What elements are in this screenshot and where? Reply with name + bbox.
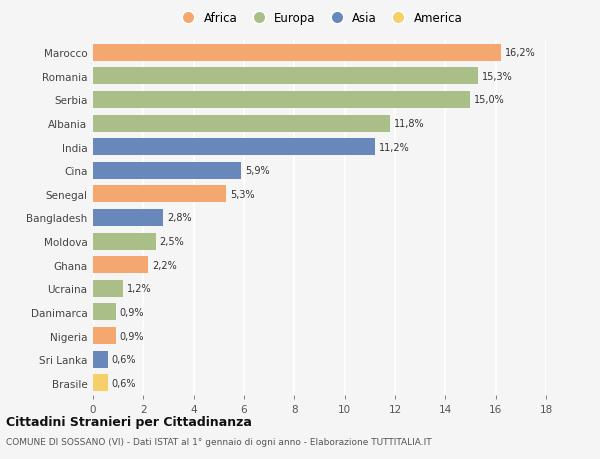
Text: 0,9%: 0,9% [119, 331, 144, 341]
Text: 11,2%: 11,2% [379, 142, 409, 152]
Text: 2,8%: 2,8% [167, 213, 192, 223]
Text: 0,6%: 0,6% [112, 354, 136, 364]
Text: 0,9%: 0,9% [119, 307, 144, 317]
Bar [93, 375, 108, 392]
Bar [93, 162, 241, 179]
Bar [93, 233, 156, 250]
Text: COMUNE DI SOSSANO (VI) - Dati ISTAT al 1° gennaio di ogni anno - Elaborazione TU: COMUNE DI SOSSANO (VI) - Dati ISTAT al 1… [6, 437, 431, 446]
Bar [93, 257, 148, 274]
Text: 1,2%: 1,2% [127, 284, 152, 294]
Text: 0,6%: 0,6% [112, 378, 136, 388]
Bar [93, 351, 108, 368]
Text: 11,8%: 11,8% [394, 119, 424, 129]
Text: 15,0%: 15,0% [474, 95, 505, 105]
Legend: Africa, Europa, Asia, America: Africa, Europa, Asia, America [176, 12, 463, 25]
Bar [93, 115, 390, 132]
Text: 15,3%: 15,3% [482, 72, 512, 82]
Text: 5,9%: 5,9% [245, 166, 270, 176]
Text: 2,5%: 2,5% [160, 236, 184, 246]
Bar [93, 186, 226, 203]
Bar [93, 92, 470, 109]
Bar [93, 304, 116, 321]
Bar [93, 68, 478, 85]
Text: 2,2%: 2,2% [152, 260, 177, 270]
Bar [93, 327, 116, 344]
Bar [93, 280, 123, 297]
Bar [93, 139, 375, 156]
Bar [93, 210, 163, 226]
Text: 16,2%: 16,2% [505, 48, 535, 58]
Text: Cittadini Stranieri per Cittadinanza: Cittadini Stranieri per Cittadinanza [6, 415, 252, 428]
Text: 5,3%: 5,3% [230, 190, 255, 200]
Bar [93, 45, 500, 62]
